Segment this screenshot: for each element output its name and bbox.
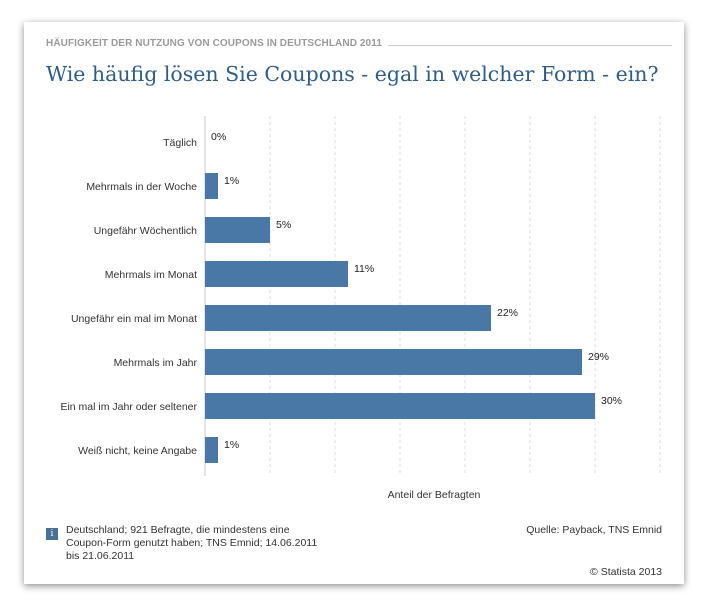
category-label: Ungefähr Wöchentlich [94, 225, 197, 237]
category-label: Mehrmals im Jahr [114, 357, 198, 369]
value-label: 29% [588, 351, 609, 363]
bar-chart: Täglich Mehrmals in der Woche Ungefähr Wöc… [60, 116, 661, 501]
bar[interactable] [205, 437, 218, 463]
bar[interactable] [205, 217, 270, 243]
value-label: 0% [211, 131, 226, 143]
bar[interactable] [205, 393, 595, 419]
bar[interactable] [205, 173, 218, 199]
x-axis-label: Anteil der Befragten [388, 489, 481, 501]
kicker-row: HÄUFIGKEIT DER NUTZUNG VON COUPONS IN DE… [46, 38, 672, 52]
source-text: Quelle: Payback, TNS Emnid [526, 524, 662, 536]
chart-kicker: HÄUFIGKEIT DER NUTZUNG VON COUPONS IN DE… [46, 38, 388, 49]
category-label: Mehrmals in der Woche [86, 181, 197, 193]
footnote-text: Deutschland; 921 Befragte, die mindesten… [66, 524, 318, 562]
value-label: 11% [354, 263, 374, 275]
info-icon[interactable]: i [46, 528, 58, 540]
value-labels: 0% 1% 5% 11% 22% 29% 30% 1% [211, 131, 622, 451]
bar[interactable] [205, 261, 348, 287]
category-label: Ungefähr ein mal im Monat [71, 313, 197, 325]
category-label: Weiß nicht, keine Angabe [78, 445, 197, 457]
bar[interactable] [205, 349, 582, 375]
chart-title: Wie häufig lösen Sie Coupons - egal in w… [46, 62, 659, 86]
category-label: Ein mal im Jahr oder seltener [60, 401, 197, 413]
copyright-text: © Statista 2013 [590, 566, 662, 578]
value-label: 22% [497, 307, 518, 319]
value-label: 5% [276, 219, 291, 231]
category-labels: Täglich Mehrmals in der Woche Ungefähr Wöc… [60, 137, 197, 457]
bars [205, 173, 595, 463]
category-label: Mehrmals im Monat [105, 269, 197, 281]
category-label: Täglich [163, 137, 197, 149]
grid-lines [204, 116, 661, 476]
chart-card: HÄUFIGKEIT DER NUTZUNG VON COUPONS IN DE… [24, 22, 684, 584]
bar[interactable] [205, 305, 491, 331]
value-label: 30% [601, 395, 622, 407]
value-label: 1% [224, 175, 239, 187]
value-label: 1% [224, 439, 239, 451]
